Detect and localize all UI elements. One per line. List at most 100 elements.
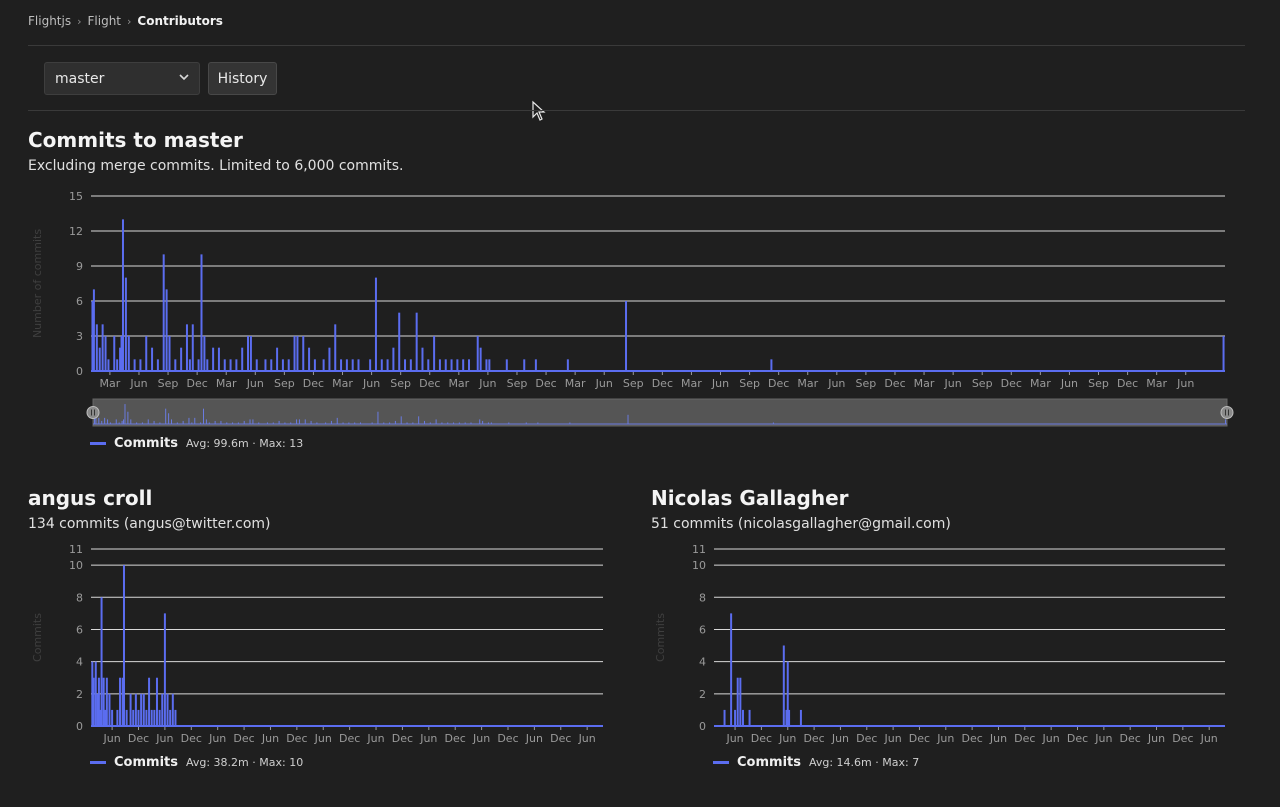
contributor-name[interactable]: angus croll — [28, 486, 153, 510]
x-tick-label: Jun — [314, 732, 332, 745]
x-tick-label: Dec — [419, 377, 440, 390]
x-tick-label: Dec — [1001, 377, 1022, 390]
range-brush — [92, 398, 1228, 427]
y-tick-label: 15 — [69, 190, 83, 203]
y-tick-label: 11 — [692, 543, 706, 556]
y-tick-label: 8 — [699, 591, 706, 604]
x-tick-label: Dec — [303, 377, 324, 390]
chevron-right-icon: › — [77, 14, 82, 28]
breadcrumb-item-flight[interactable]: Flight — [87, 14, 122, 28]
x-tick-label: Dec — [535, 377, 556, 390]
x-tick-label: Sep — [1088, 377, 1109, 390]
x-tick-label: Jun — [1176, 377, 1194, 390]
contributor-chart-legend: Commits Avg: 14.6m · Max: 7 — [713, 755, 919, 770]
chevron-down-icon — [179, 73, 189, 84]
legend-series-stats: Avg: 99.6m · Max: 13 — [185, 437, 304, 450]
contributor-name[interactable]: Nicolas Gallagher — [651, 486, 849, 510]
x-tick-label: Mar — [448, 377, 469, 390]
x-tick-label: Mar — [1030, 377, 1051, 390]
contributor-chart-legend: Commits Avg: 38.2m · Max: 10 — [90, 755, 303, 770]
legend-swatch — [90, 442, 106, 445]
y-tick-label: 6 — [76, 623, 83, 636]
x-tick-label: Mar — [1146, 377, 1167, 390]
legend-swatch — [713, 761, 729, 764]
y-tick-label: 2 — [76, 688, 83, 701]
y-tick-label: 6 — [699, 623, 706, 636]
y-tick-label: 11 — [69, 543, 83, 556]
page-subtitle: Excluding merge commits. Limited to 6,00… — [28, 158, 404, 174]
header-divider — [28, 45, 1245, 46]
x-tick-label: Jun — [778, 732, 796, 745]
x-tick-label: Mar — [914, 377, 935, 390]
x-tick-label: Jun — [989, 732, 1007, 745]
x-tick-label: Jun — [362, 377, 380, 390]
history-button[interactable]: History — [208, 62, 277, 95]
x-tick-label: Mar — [565, 377, 586, 390]
x-tick-label: Jun — [129, 377, 147, 390]
y-tick-label: 8 — [76, 591, 83, 604]
y-tick-label: 6 — [76, 295, 83, 308]
x-tick-label: Sep — [623, 377, 644, 390]
y-tick-label: 0 — [76, 720, 83, 733]
x-tick-label: Jun — [944, 377, 962, 390]
x-tick-label: Dec — [856, 732, 877, 745]
mouse-pointer-icon — [532, 100, 546, 127]
y-axis-label: Commits — [654, 613, 667, 662]
main-chart-legend[interactable]: Commits Avg: 99.6m · Max: 13 — [90, 436, 303, 451]
x-tick-label: Jun — [478, 377, 496, 390]
x-tick-label: Mar — [797, 377, 818, 390]
breadcrumb: Flightjs › Flight › Contributors — [28, 14, 223, 28]
y-tick-label: 9 — [76, 260, 83, 273]
x-tick-label: Jun — [1147, 732, 1165, 745]
x-tick-label: Dec — [445, 732, 466, 745]
x-tick-label: Sep — [856, 377, 877, 390]
x-tick-label: Dec — [181, 732, 202, 745]
x-tick-label: Jun — [725, 732, 743, 745]
x-tick-label: Dec — [652, 377, 673, 390]
x-tick-label: Jun — [246, 377, 264, 390]
y-tick-label: 10 — [69, 559, 83, 572]
x-tick-label: Dec — [751, 732, 772, 745]
x-tick-label: Dec — [1067, 732, 1088, 745]
x-tick-label: Jun — [1094, 732, 1112, 745]
x-tick-label: Jun — [1060, 377, 1078, 390]
x-tick-label: Jun — [1042, 732, 1060, 745]
x-tick-label: Sep — [972, 377, 993, 390]
x-tick-label: Jun — [208, 732, 226, 745]
legend-swatch — [90, 761, 106, 764]
y-axis-label: Commits — [31, 613, 44, 662]
x-tick-label: Dec — [1120, 732, 1141, 745]
x-tick-label: Dec — [128, 732, 149, 745]
x-tick-label: Dec — [803, 732, 824, 745]
x-tick-label: Dec — [233, 732, 254, 745]
legend-series-stats: Avg: 14.6m · Max: 7 — [808, 756, 920, 769]
legend-series-name: Commits — [737, 755, 801, 770]
x-tick-label: Sep — [739, 377, 760, 390]
x-tick-label: Dec — [909, 732, 930, 745]
x-tick-label: Sep — [390, 377, 411, 390]
x-tick-label: Jun — [155, 732, 173, 745]
y-tick-label: 2 — [699, 688, 706, 701]
contributor-summary: 51 commits (nicolasgallagher@gmail.com) — [651, 516, 951, 532]
x-tick-label: Dec — [497, 732, 518, 745]
y-tick-label: 4 — [76, 656, 83, 669]
x-tick-label: Dec — [339, 732, 360, 745]
y-tick-label: 10 — [692, 559, 706, 572]
x-tick-label: Dec — [186, 377, 207, 390]
x-tick-label: Dec — [768, 377, 789, 390]
branch-select[interactable]: master — [44, 62, 200, 95]
x-tick-label: Jun — [711, 377, 729, 390]
x-tick-label: Dec — [884, 377, 905, 390]
brush-handle — [86, 406, 100, 419]
x-tick-label: Dec — [550, 732, 571, 745]
x-tick-label: Jun — [261, 732, 279, 745]
breadcrumb-item-flightjs[interactable]: Flightjs — [28, 14, 72, 28]
brush-handle — [1220, 406, 1234, 419]
y-tick-label: 0 — [76, 365, 83, 378]
x-tick-label: Dec — [961, 732, 982, 745]
x-tick-label: Sep — [158, 377, 179, 390]
x-tick-label: Dec — [1117, 377, 1138, 390]
y-tick-label: 4 — [699, 656, 706, 669]
x-tick-label: Dec — [392, 732, 413, 745]
